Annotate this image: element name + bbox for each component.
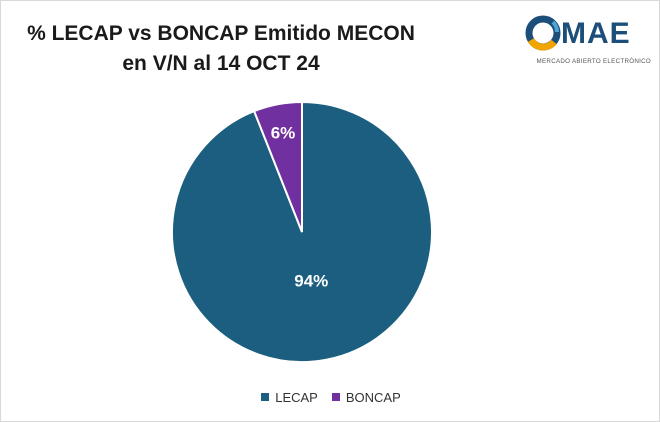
legend-label-lecap: LECAP [275, 389, 318, 405]
data-label-lecap: 94% [294, 272, 328, 291]
title-line-2: en V/N al 14 OCT 24 [122, 52, 320, 75]
legend-item-lecap: LECAP [261, 390, 318, 405]
legend-swatch-lecap [261, 393, 270, 401]
title-line-1: % LECAP vs BONCAP Emitido MECON [27, 22, 415, 45]
legend-item-boncap: BONCAP [331, 389, 401, 405]
mae-logo: MAE MERCADO ABIERTO ELECTRÓNICO [521, 11, 651, 71]
logo-subtitle: MERCADO ABIERTO ELECTRÓNICO [536, 58, 651, 65]
logo-wordmark: MAE [561, 17, 631, 50]
data-label-boncap: 6% [271, 123, 296, 142]
pie-chart: 94% 6% [171, 100, 433, 363]
legend-label-boncap: BONCAP [345, 389, 401, 405]
legend-swatch-boncap [331, 393, 340, 401]
mae-logo-ring-icon [525, 15, 561, 51]
chart-title: % LECAP vs BONCAP Emitido MECON en V/N a… [1, 19, 441, 79]
pie-slice-boncap [252, 100, 303, 233]
chart-legend: LECAP BONCAP [1, 389, 660, 405]
